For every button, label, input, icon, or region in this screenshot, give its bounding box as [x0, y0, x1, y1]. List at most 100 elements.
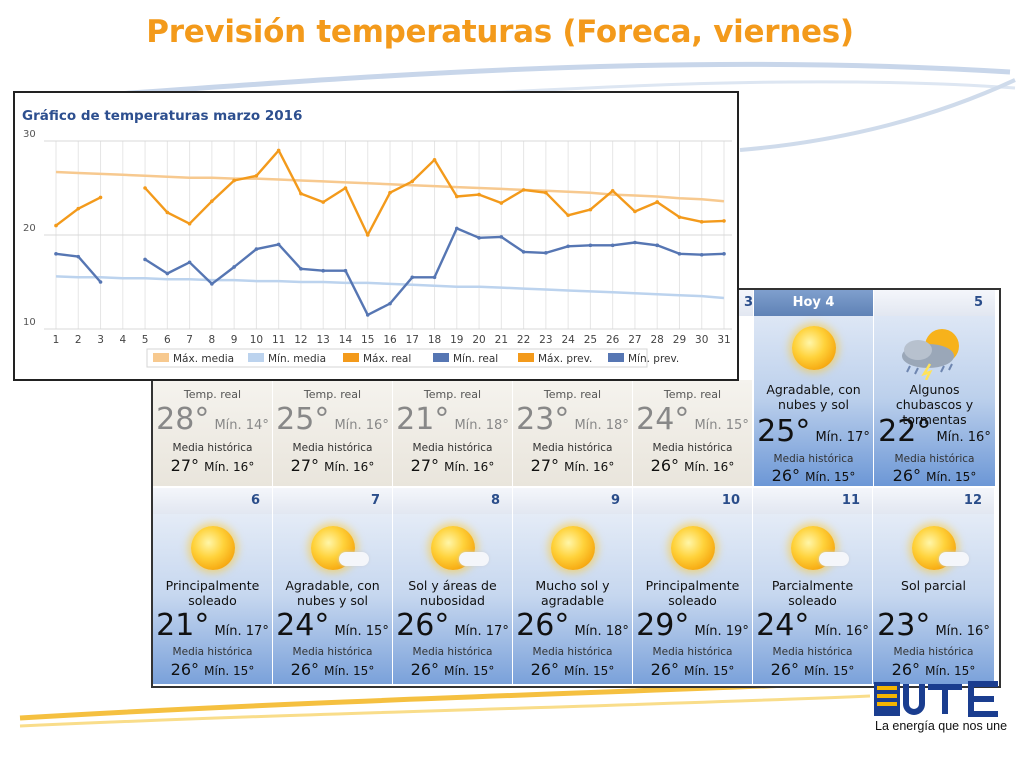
forecast-past-day[interactable]: Temp. real 28° Mín. 14° Media histórica 27°…	[153, 380, 273, 486]
data-point	[143, 186, 147, 190]
forecast-day-header: 5	[874, 290, 995, 316]
forecast-description: Mucho sol y agradable	[535, 578, 610, 608]
data-point	[455, 194, 459, 199]
forecast-day-5[interactable]: 5 Algunos chubascos y tormentas 22° Mín.…	[873, 290, 995, 486]
forecast-temperature: 26° Mín. 17°	[396, 608, 509, 643]
forecast-temperature: 24° Mín. 15°	[636, 402, 749, 437]
forecast-day-header: 12	[873, 488, 994, 514]
x-tick-label: 25	[584, 334, 597, 346]
forecast-history: 26° Mín. 16°	[650, 456, 735, 475]
forecast-temperature: 25° Mín. 16°	[276, 402, 389, 437]
legend-label: Mín. real	[453, 353, 498, 365]
x-tick-label: 29	[673, 334, 686, 346]
forecast-real-label: Temp. real	[303, 388, 362, 401]
sun-icon	[670, 526, 715, 570]
x-tick-label: 18	[428, 334, 441, 346]
data-point	[187, 260, 192, 265]
forecast-day-11[interactable]: 11 Parcialmente soleado 24° Mín. 16° Media …	[753, 488, 873, 684]
legend-swatch	[153, 353, 169, 362]
data-point	[566, 244, 570, 249]
forecast-day-9[interactable]: 9 Mucho sol y agradable 26° Mín. 18° Media …	[513, 488, 633, 684]
y-tick-label: 20	[23, 223, 36, 234]
data-point	[343, 268, 348, 273]
forecast-temperature: 21° Mín. 17°	[156, 608, 269, 643]
data-point	[98, 280, 103, 284]
data-point	[588, 207, 593, 212]
forecast-history-label: Media histórica	[412, 646, 493, 658]
data-point	[76, 254, 81, 259]
forecast-history: 27° Mín. 16°	[530, 456, 615, 475]
x-tick-label: 12	[294, 334, 307, 346]
x-tick-label: 16	[383, 334, 397, 346]
data-point	[388, 190, 392, 195]
data-point	[499, 201, 504, 205]
series-line-2	[144, 149, 658, 237]
forecast-past-day[interactable]: Temp. real 23° Mín. 18° Media histórica 27°…	[513, 380, 633, 486]
forecast-history-label: Media histórica	[652, 646, 733, 658]
data-point	[76, 206, 81, 211]
x-tick-label: 10	[250, 334, 263, 346]
legend-swatch	[608, 353, 624, 362]
data-point	[633, 209, 637, 214]
x-tick-label: 21	[495, 334, 508, 346]
series-line-1	[55, 275, 725, 300]
data-point	[432, 275, 437, 280]
forecast-real-label: Temp. real	[423, 388, 482, 401]
forecast-temperature: 29° Mín. 19°	[636, 608, 749, 643]
forecast-history: 26° Mín. 15°	[410, 660, 495, 679]
forecast-past-day[interactable]: Temp. real 21° Mín. 18° Media histórica 27°…	[393, 380, 513, 486]
forecast-past-day[interactable]: Temp. real 24° Mín. 15° Media histórica 26°…	[633, 380, 753, 486]
x-tick-label: 3	[97, 334, 104, 346]
data-point	[210, 199, 214, 203]
forecast-history: 27° Mín. 16°	[170, 456, 255, 475]
data-point	[544, 190, 548, 195]
forecast-day-12[interactable]: 12 Sol parcial 23° Mín. 16° Media histórica…	[873, 488, 995, 684]
chart-title: Gráfico de temperaturas marzo 2016	[22, 108, 303, 124]
data-point	[655, 200, 659, 204]
data-point	[232, 178, 236, 183]
forecast-history-label: Media histórica	[532, 442, 613, 454]
forecast-day-6[interactable]: 6 Principalmente soleado 21° Mín. 17° Media…	[153, 488, 273, 684]
forecast-temperature: 21° Mín. 18°	[396, 402, 509, 437]
forecast-day-8[interactable]: 8 Sol y áreas de nubosidad 26° Mín. 17° Med…	[393, 488, 513, 684]
data-point	[633, 240, 637, 245]
legend-swatch	[248, 353, 264, 362]
forecast-temperature: 28° Mín. 14°	[156, 402, 269, 437]
data-point	[54, 223, 58, 228]
data-point	[143, 257, 147, 262]
data-point	[98, 195, 103, 200]
forecast-real-label: Temp. real	[543, 388, 602, 401]
data-point	[610, 243, 615, 248]
forecast-history: 26° Mín. 15°	[290, 660, 375, 679]
forecast-temperature: 24° Mín. 15°	[276, 608, 389, 643]
data-point	[521, 188, 526, 192]
forecast-temperature: 23° Mín. 18°	[516, 402, 629, 437]
forecast-day-header: 6	[153, 488, 272, 514]
data-point	[165, 210, 170, 215]
data-point	[477, 236, 481, 240]
forecast-day-7[interactable]: 7 Agradable, con nubes y sol 24° Mín. 15° M…	[273, 488, 393, 684]
forecast-temperature: 24° Mín. 16°	[756, 608, 869, 643]
forecast-temperature: 25° Mín. 17°	[757, 414, 870, 449]
x-tick-label: 23	[539, 334, 552, 346]
forecast-description: Sol parcial	[901, 578, 966, 593]
forecast-temperature: 22° Mín. 16°	[878, 414, 991, 449]
data-point	[410, 179, 415, 184]
forecast-description: Principalmente soleado	[645, 578, 740, 608]
legend-swatch	[343, 353, 359, 362]
data-point	[677, 252, 682, 256]
legend-swatch	[433, 353, 449, 362]
forecast-today[interactable]: Hoy 4 Agradable, con nubes y sol 25° Mín…	[753, 290, 873, 486]
forecast-day-10[interactable]: 10 Principalmente soleado 29° Mín. 19° Medi…	[633, 488, 753, 684]
cloud-icon	[459, 552, 489, 566]
x-tick-label: 31	[717, 334, 730, 346]
logo-tagline: La energía que nos une	[875, 719, 1008, 733]
forecast-past-day[interactable]: Temp. real 25° Mín. 16° Media histórica 27°…	[273, 380, 393, 486]
forecast-history-label: Media histórica	[894, 453, 975, 465]
data-point	[232, 265, 236, 269]
x-tick-label: 8	[209, 334, 216, 346]
slide-title: Previsión temperaturas (Foreca, viernes)	[146, 14, 854, 50]
y-tick-label: 10	[23, 317, 36, 328]
x-tick-label: 26	[606, 334, 620, 346]
forecast-day-header: 8	[393, 488, 512, 514]
